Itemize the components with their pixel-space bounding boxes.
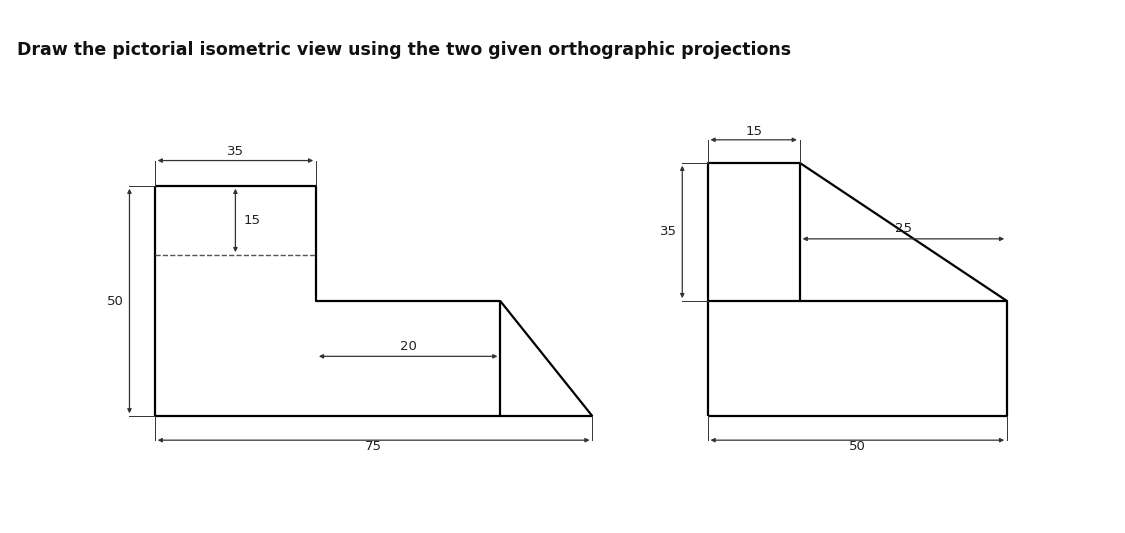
Text: 25: 25	[894, 222, 912, 235]
Text: 50: 50	[107, 295, 124, 308]
Text: 75: 75	[366, 440, 382, 453]
Text: 35: 35	[227, 145, 244, 158]
Text: 20: 20	[399, 340, 416, 353]
Text: 15: 15	[745, 125, 762, 138]
Text: 35: 35	[659, 225, 677, 238]
Text: 15: 15	[244, 214, 261, 227]
Text: 50: 50	[849, 440, 866, 453]
Text: Draw the pictorial isometric view using the two given orthographic projections: Draw the pictorial isometric view using …	[17, 41, 791, 59]
